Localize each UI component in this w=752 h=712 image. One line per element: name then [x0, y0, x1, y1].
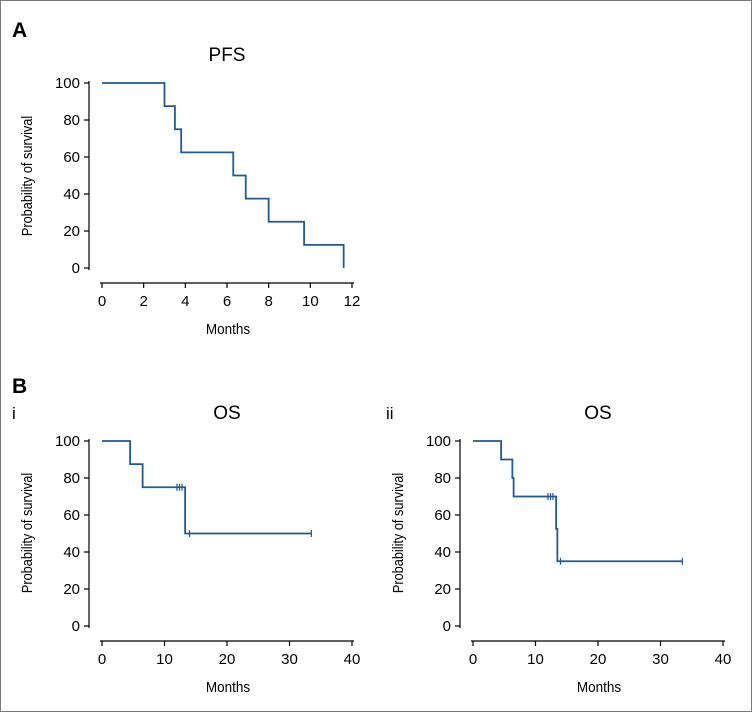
os-i-ytick-label: 80	[63, 470, 80, 487]
os-i-xtick-label: 0	[98, 651, 106, 668]
os-i-ytick-label: 0	[72, 618, 80, 635]
panel-b-label: B	[12, 375, 27, 398]
pfs-xtick-label: 2	[139, 293, 147, 310]
panel-a-label: A	[12, 19, 27, 42]
os-ii-xtick-label: 10	[527, 651, 544, 668]
pfs-xtick-label: 0	[98, 293, 106, 310]
os-i-chart: OS 0 20 40 60 80 100 0 10 20 30 40 Months Probability…	[18, 403, 360, 696]
pfs-title: PFS	[209, 45, 246, 66]
os-ii-xtick-label: 20	[590, 651, 607, 668]
pfs-ytick-label: 20	[63, 223, 80, 240]
os-ii-y-axis-label: Probability of survival	[389, 473, 406, 593]
os-ii-ytick-label: 40	[434, 544, 451, 561]
os-ii-x-axis-label: Months	[577, 679, 621, 696]
pfs-ytick-label: 80	[63, 112, 80, 129]
os-ii-ytick-label: 80	[434, 470, 451, 487]
os-ii-survival-curve	[473, 440, 683, 563]
os-i-ytick-label: 20	[63, 581, 80, 598]
os-ii-chart: OS 0 20 40 60 80 100 0 10 20 30 40 Months Probability…	[389, 403, 731, 696]
os-i-survival-curve	[102, 440, 312, 535]
os-ii-xtick-label: 40	[715, 651, 732, 668]
os-ii-ytick-label: 0	[443, 618, 451, 635]
pfs-xtick-label: 12	[344, 293, 361, 310]
pfs-y-axis-label: Probability of survival	[18, 116, 35, 236]
pfs-xtick-label: 8	[264, 293, 272, 310]
pfs-chart: PFS 0 20 40 60 80 100 0 2 4 6 8 10 12 Months Probabilit…	[18, 45, 360, 338]
os-i-title: OS	[213, 403, 240, 424]
pfs-xtick-label: 6	[223, 293, 231, 310]
os-ii-xtick-label: 0	[469, 651, 477, 668]
pfs-survival-curve	[102, 82, 345, 268]
pfs-xtick-label: 4	[181, 293, 189, 310]
os-i-x-axis-label: Months	[206, 679, 250, 696]
os-i-ytick-label: 100	[55, 433, 80, 450]
panel-b-ii-label: ii	[386, 404, 394, 423]
os-i-xtick-label: 10	[156, 651, 173, 668]
os-i-xtick-label: 30	[281, 651, 298, 668]
pfs-ytick-label: 0	[72, 260, 80, 277]
pfs-ytick-label: 40	[63, 186, 80, 203]
pfs-ytick-label: 100	[55, 75, 80, 92]
pfs-xtick-label: 10	[302, 293, 319, 310]
pfs-ytick-label: 60	[63, 149, 80, 166]
os-i-y-axis-label: Probability of survival	[18, 473, 35, 593]
os-ii-title: OS	[584, 403, 611, 424]
os-i-xtick-label: 40	[344, 651, 361, 668]
os-ii-ytick-label: 20	[434, 581, 451, 598]
os-ii-xtick-label: 30	[652, 651, 669, 668]
os-ii-ytick-label: 100	[426, 433, 451, 450]
os-i-ytick-label: 60	[63, 507, 80, 524]
panel-b-i-label: i	[12, 404, 16, 423]
os-ii-ytick-label: 60	[434, 507, 451, 524]
os-i-xtick-label: 20	[219, 651, 236, 668]
pfs-x-axis-label: Months	[206, 321, 250, 338]
os-i-ytick-label: 40	[63, 544, 80, 561]
